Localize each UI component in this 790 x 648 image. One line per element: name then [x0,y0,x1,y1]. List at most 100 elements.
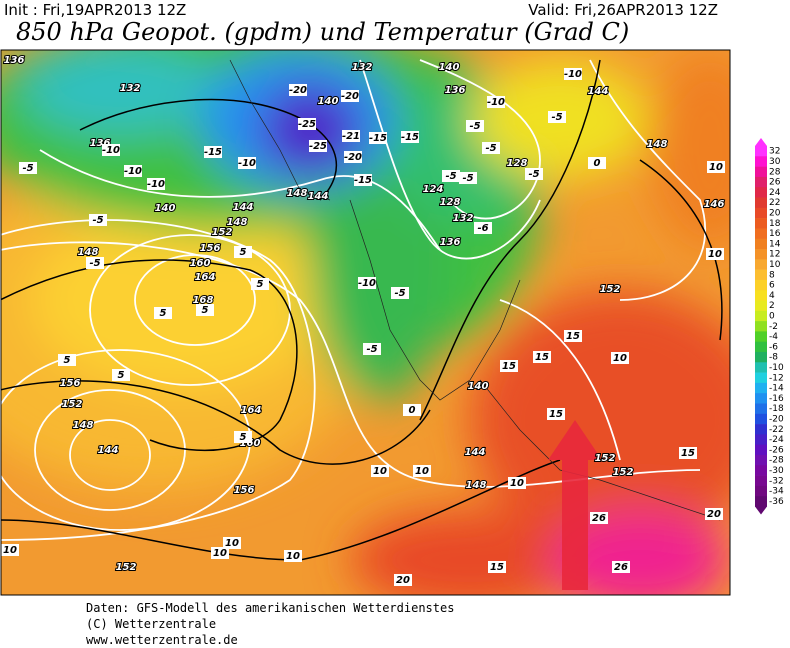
temperature-label-box [679,447,697,459]
temperature-label: -15 [369,133,387,144]
temperature-label: 5 [240,247,247,258]
colorbar-label: 32 [769,147,780,157]
geopotential-label: 132 [120,83,141,94]
temperature-label: -21 [342,131,360,142]
colorbar-swatch [755,166,767,178]
temperature-label: -15 [401,132,419,143]
temperature-label: 15 [681,448,695,459]
colorbar-swatch [755,259,767,270]
colorbar-swatch [755,146,767,157]
temperature-label: 5 [202,305,209,316]
temperature-label-box [284,550,302,562]
colorbar-label: 10 [769,260,781,270]
temperature-label-box [124,165,142,177]
temperature-label-box [154,307,172,319]
temperature-label-box [204,146,222,158]
colorbar-swatch [755,238,767,250]
colorbar-label: -30 [769,466,784,476]
temperature-label: 15 [549,409,563,420]
temperature-label: -10 [124,166,142,177]
temperature-label: 0 [594,158,601,169]
temperature-label-box [309,140,327,152]
geopotential-label: 160 [190,258,211,269]
temperature-label-box [289,84,307,96]
temperature-label: -5 [394,288,405,299]
temperature-label-box [564,330,582,342]
geopotential-label: 140 [155,203,176,214]
colorbar-label: -36 [769,497,784,507]
colorbar-swatch [755,475,767,487]
temperature-label: -20 [344,152,362,163]
geopotential-label: 140 [318,96,339,107]
temperature-label: 5 [118,370,125,381]
colorbar-swatch [755,403,767,415]
temperature-label: -10 [564,69,582,80]
colorbar-cap [755,506,767,515]
temperature-label-box [611,352,629,364]
geopotential-label: 152 [613,467,634,478]
temperature-label: 10 [415,466,429,477]
temperature-label-box [474,222,492,234]
temperature-label-box [547,408,565,420]
temperature-label: -5 [551,112,562,123]
temperature-label-box [413,465,431,477]
temperature-label: -10 [238,158,256,169]
geopotential-label: 140 [468,381,489,392]
colorbar-swatch [755,290,767,301]
temperature-label: 10 [225,538,239,549]
colorbar-label: 14 [769,239,781,249]
geopotential-label: 144 [465,447,486,458]
colorbar-label: -18 [769,404,784,414]
temperature-label-box [500,360,518,372]
colorbar-swatch [755,197,767,209]
colorbar-label: -8 [769,353,778,363]
temperature-label: 5 [64,355,71,366]
temperature-label-box [706,248,724,260]
colorbar-swatch [755,279,767,291]
geopotential-label: 168 [193,295,214,306]
temperature-label: 26 [592,513,606,524]
temperature-label-box [442,170,460,182]
colorbar-label: 12 [769,250,780,260]
temperature-label-box [394,574,412,586]
colorbar-label: 24 [769,188,781,198]
temperature-label-box [705,508,723,520]
geopotential-label: 164 [195,272,216,283]
geopotential-label: 136 [440,237,461,248]
colorbar-label: 4 [769,291,775,301]
colorbar-label: -6 [769,342,778,352]
temperature-label-box [358,277,376,289]
colorbar-label: 16 [769,229,781,239]
colorbar-label: 18 [769,219,781,229]
temperature-label-box [403,404,421,416]
temperature-label: -25 [309,141,327,152]
colorbar-label: 0 [769,311,775,321]
colorbar-swatch [755,156,767,167]
colorbar-swatch [755,249,767,260]
geopotential-label: 148 [287,188,308,199]
geopotential-label: 152 [212,227,233,238]
colorbar-label: -2 [769,322,778,332]
temperature-label-box [196,304,214,316]
temperature-label: -5 [469,121,480,132]
colorbar-swatch [755,321,767,332]
geopotential-label: 148 [73,420,94,431]
colorbar: 32302826242220181614121086420-2-4-6-8-10… [755,138,784,515]
colorbar-label: 22 [769,198,780,208]
temperature-label-box [344,151,362,163]
colorbar-swatch [755,331,767,342]
temperature-label-box [89,214,107,226]
geopotential-label: 144 [233,202,254,213]
temperature-label-box [564,68,582,80]
temperature-label: 5 [240,432,247,443]
temperature-label: -5 [22,163,33,174]
colorbar-label: -26 [769,445,784,455]
temperature-label-box [488,561,506,573]
colorbar-label: -28 [769,456,784,466]
temperature-label-box [234,431,252,443]
geopotential-label: 124 [423,184,444,195]
temperature-label-box [147,178,165,190]
geopotential-label: 144 [308,191,329,202]
colorbar-swatch [755,393,767,404]
geopotential-label: 152 [116,562,137,573]
